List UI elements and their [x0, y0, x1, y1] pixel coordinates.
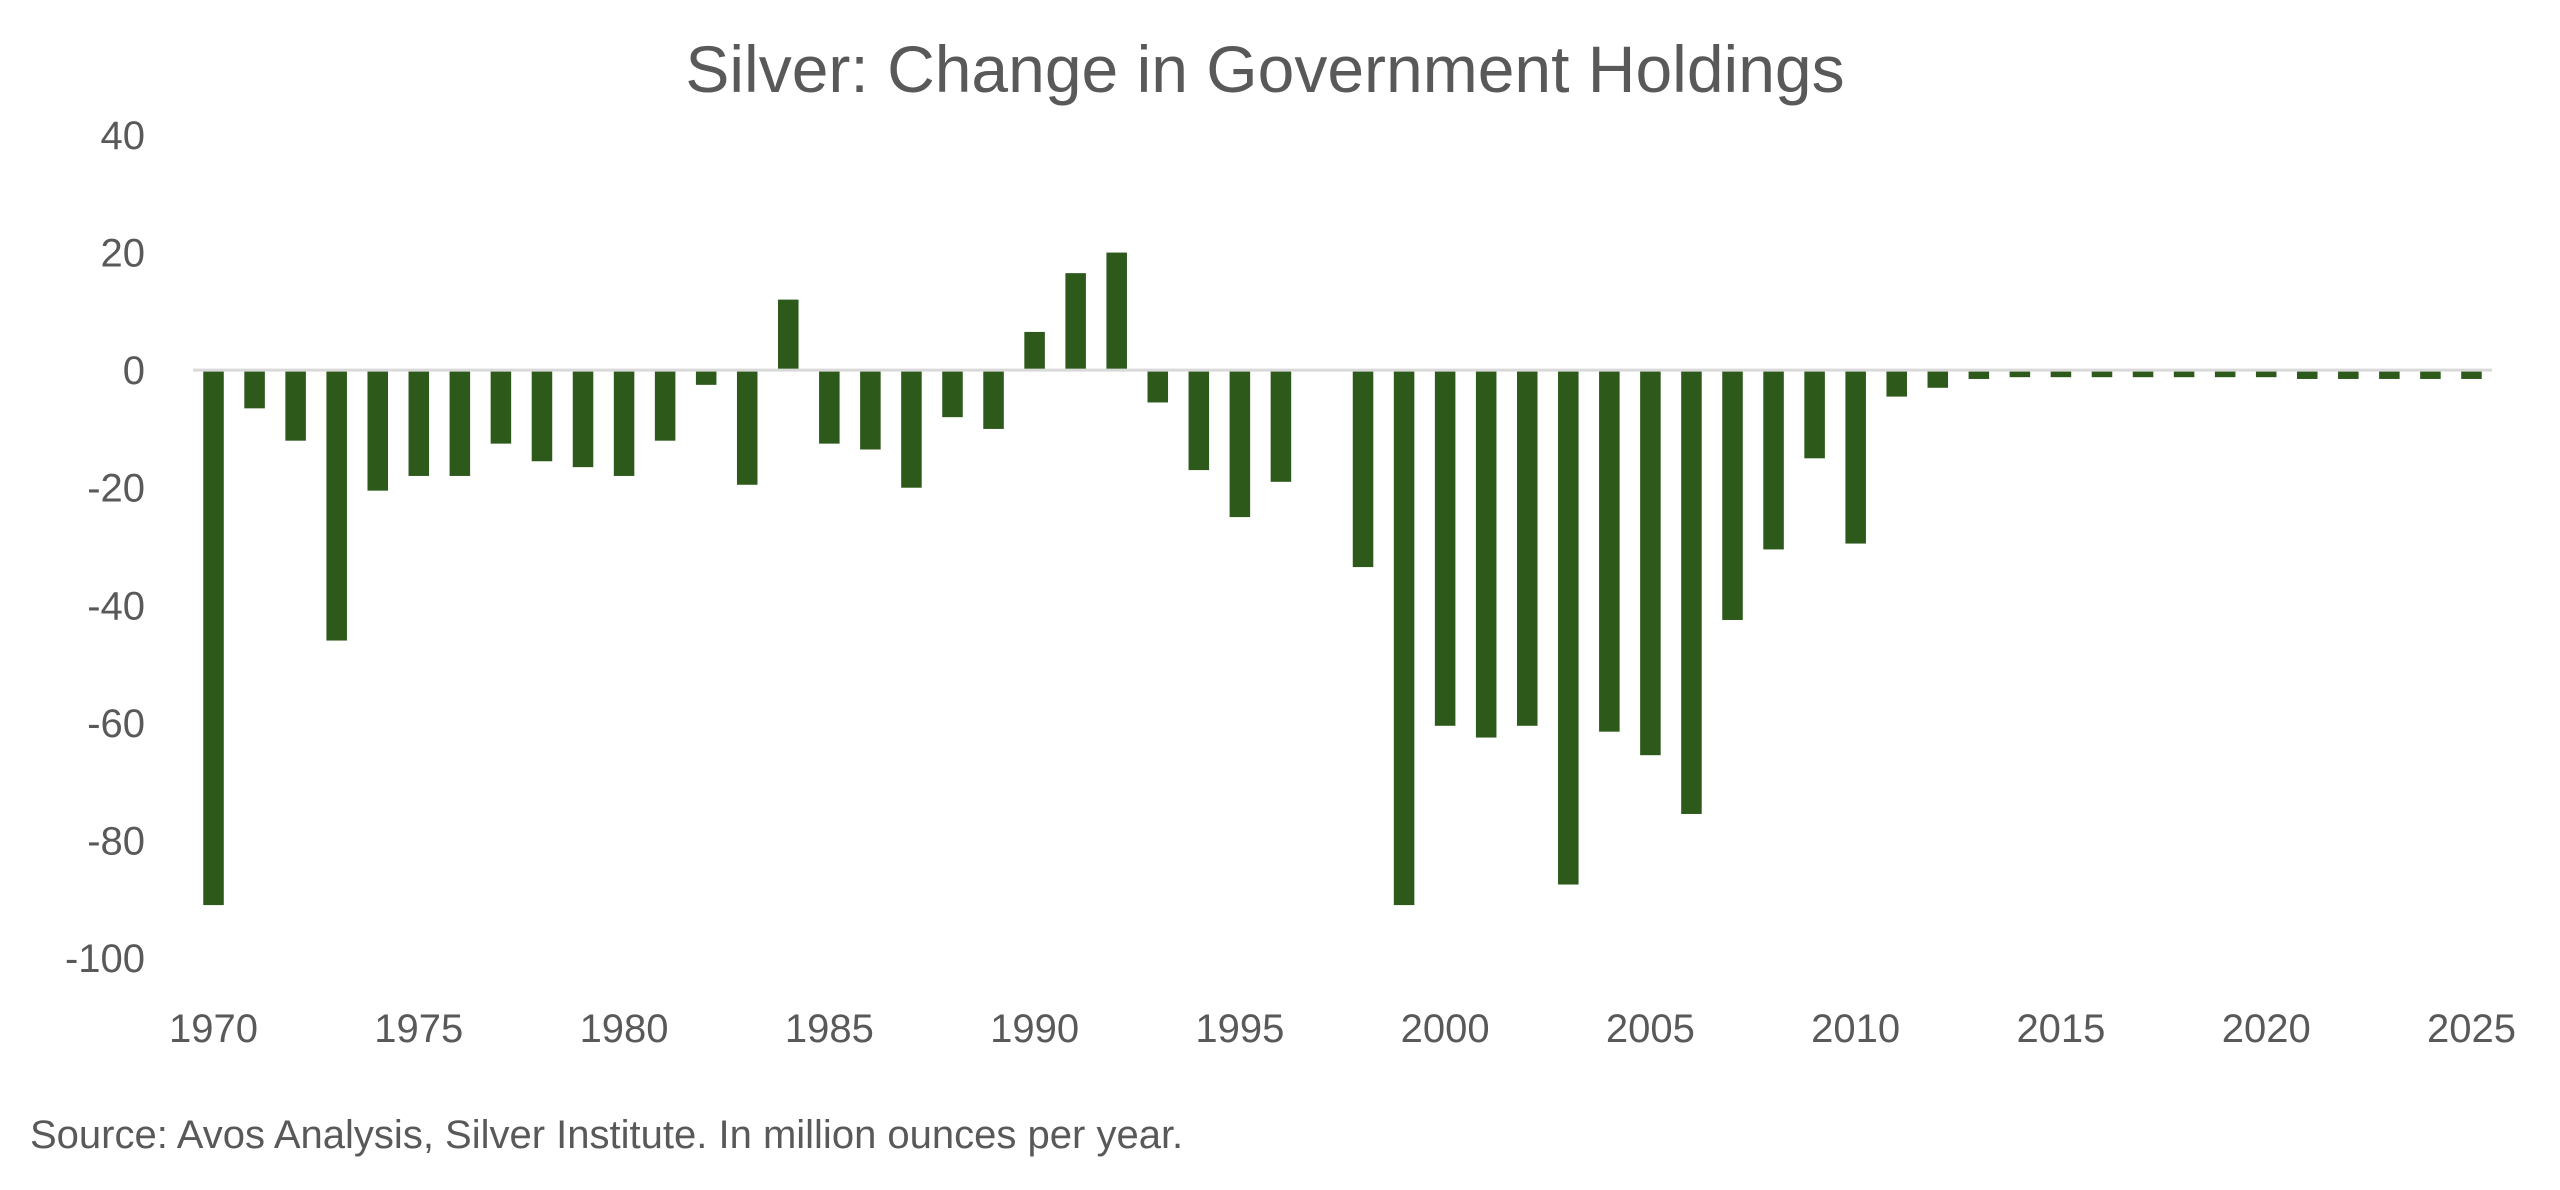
bar-2025 [2461, 370, 2482, 379]
x-tick-label: 2015 [2016, 1007, 2105, 1051]
bar-1972 [285, 370, 306, 441]
bar-1970 [203, 370, 224, 906]
bar-1978 [531, 370, 553, 462]
source-note: Source: Avos Analysis, Silver Institute.… [30, 1113, 1183, 1157]
x-axis-ticks: 1970 1975 1980 1985 1990 1995 2000 2005 2010 2015… [169, 1007, 2516, 1051]
bar-2013 [1968, 370, 1990, 379]
bar-1988 [942, 370, 963, 418]
bar-1994 [1188, 370, 1210, 471]
x-tick-label: 2020 [2222, 1007, 2311, 1051]
bar-2007 [1722, 370, 1743, 620]
chart-title: Silver: Change in Government Holdings [685, 32, 1844, 106]
bar-2002 [1516, 370, 1538, 726]
bar-1984 [778, 299, 799, 371]
bar-2018 [2173, 370, 2195, 378]
bar-1995 [1229, 370, 1251, 518]
y-tick-label: -100 [65, 937, 145, 981]
bars [203, 252, 2482, 906]
bar-2023 [2379, 370, 2400, 379]
bar-2010 [1845, 370, 1866, 544]
bar-2009 [1804, 370, 1825, 459]
bar-1977 [490, 370, 512, 444]
bar-2014 [2009, 370, 2031, 378]
bar-1971 [244, 370, 265, 409]
x-tick-label: 2005 [1606, 1007, 1695, 1051]
bar-2019 [2214, 370, 2236, 378]
bar-2021 [2297, 370, 2318, 379]
bar-1983 [736, 370, 758, 485]
bar-2015 [2050, 370, 2072, 378]
bar-2020 [2255, 370, 2277, 378]
bar-2024 [2420, 370, 2441, 379]
x-tick-label: 1970 [169, 1007, 258, 1051]
bar-1990 [1024, 331, 1045, 371]
bar-2000 [1434, 370, 1456, 726]
y-tick-label: 40 [101, 114, 146, 158]
y-tick-label: 0 [123, 349, 145, 393]
y-tick-label: -20 [87, 467, 145, 511]
bar-1973 [326, 370, 347, 641]
y-tick-label: -40 [87, 584, 145, 628]
x-tick-label: 1975 [374, 1007, 463, 1051]
bar-1981 [654, 370, 676, 441]
bar-2004 [1599, 370, 1620, 732]
x-tick-label: 2000 [1401, 1007, 1490, 1051]
bar-2011 [1886, 370, 1907, 397]
y-tick-label: 20 [101, 232, 146, 276]
bar-2016 [2091, 370, 2113, 378]
x-tick-label: 1990 [990, 1007, 1079, 1051]
x-tick-label: 1985 [785, 1007, 874, 1051]
bar-2003 [1558, 370, 1579, 885]
bar-2006 [1681, 370, 1702, 814]
bar-1991 [1065, 273, 1086, 371]
bar-1999 [1393, 370, 1415, 906]
bar-1974 [367, 370, 389, 491]
bar-2022 [2338, 370, 2359, 379]
bar-1986 [860, 370, 881, 450]
bar-1980 [613, 370, 635, 476]
x-tick-label: 1980 [580, 1007, 669, 1051]
bar-1992 [1106, 252, 1127, 371]
x-tick-label: 2010 [1811, 1007, 1900, 1051]
bar-1979 [572, 370, 594, 468]
y-tick-label: -60 [87, 702, 145, 746]
bar-1998 [1352, 370, 1374, 568]
bar-1982 [695, 370, 717, 385]
bar-1989 [983, 370, 1004, 429]
y-axis-ticks: 40 20 0 -20 -40 -60 -80 -100 [65, 114, 145, 981]
bar-2001 [1475, 370, 1497, 738]
x-tick-label: 1995 [1195, 1007, 1284, 1051]
bar-1985 [819, 370, 840, 444]
bar-1996 [1270, 370, 1292, 482]
bar-1987 [901, 370, 922, 488]
y-tick-label: -80 [87, 819, 145, 863]
bar-2012 [1927, 370, 1949, 388]
bar-2005 [1640, 370, 1661, 756]
bar-2008 [1763, 370, 1784, 550]
bar-1975 [408, 370, 430, 476]
x-tick-label: 2025 [2427, 1007, 2516, 1051]
bar-1976 [449, 370, 471, 476]
bar-2017 [2132, 370, 2154, 378]
bar-1993 [1147, 370, 1169, 403]
